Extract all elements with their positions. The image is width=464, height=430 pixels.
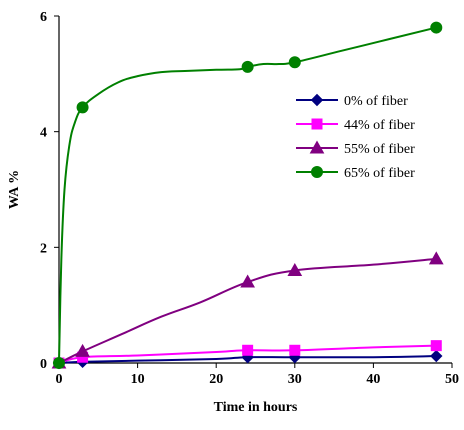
axes	[54, 15, 453, 368]
series-square	[53, 340, 442, 369]
y-axis-title: WA %	[7, 170, 22, 209]
x-tick-label: 0	[56, 372, 63, 387]
data-point-triangle	[75, 343, 90, 357]
data-point-circle	[430, 21, 443, 34]
legend-item: 0% of fiber	[296, 93, 408, 109]
legend-item: 55% of fiber	[296, 140, 415, 157]
x-axis-title: Time in hours	[214, 400, 298, 415]
data-point-triangle	[240, 274, 255, 288]
data-point-square	[242, 344, 254, 356]
data-point-circle	[241, 60, 254, 73]
series-circle	[53, 21, 443, 369]
legend: 0% of fiber 44% of fiber 55% of fiber 65% o…	[296, 93, 415, 181]
y-tick-label: 0	[40, 357, 47, 372]
data-point-circle	[288, 56, 301, 69]
series-triangle	[51, 251, 444, 369]
data-point-triangle	[428, 251, 444, 265]
data-point-circle	[53, 357, 65, 369]
y-tick-label: 6	[40, 10, 47, 25]
legend-label: 44% of fiber	[344, 118, 415, 133]
legend-marker-circle	[311, 166, 323, 178]
legend-marker-diamond	[310, 93, 324, 107]
x-tick-label: 10	[131, 372, 145, 387]
legend-item: 65% of fiber	[296, 166, 415, 181]
legend-marker-square	[311, 118, 323, 130]
x-tick-label: 30	[288, 372, 302, 387]
y-tick-label: 2	[40, 241, 47, 256]
legend-label: 0% of fiber	[344, 94, 408, 109]
data-point-square	[289, 344, 301, 356]
legend-item: 44% of fiber	[296, 118, 415, 133]
series-line	[58, 257, 437, 364]
legend-label: 65% of fiber	[344, 166, 415, 181]
data-point-diamond	[430, 349, 443, 363]
x-tick-label: 50	[445, 372, 459, 387]
data-point-circle	[76, 101, 89, 114]
y-tick-label: 4	[40, 126, 47, 141]
series-layer	[51, 21, 444, 370]
legend-marker-triangle	[309, 140, 325, 154]
data-point-square	[430, 340, 442, 352]
legend-label: 55% of fiber	[344, 142, 415, 157]
data-point-triangle	[287, 262, 303, 276]
tick-labels: 0 10 20 30 40 50 0 2 4 6	[40, 10, 459, 387]
series-line	[58, 26, 437, 364]
x-tick-label: 20	[209, 372, 223, 387]
x-tick-label: 40	[366, 372, 380, 387]
